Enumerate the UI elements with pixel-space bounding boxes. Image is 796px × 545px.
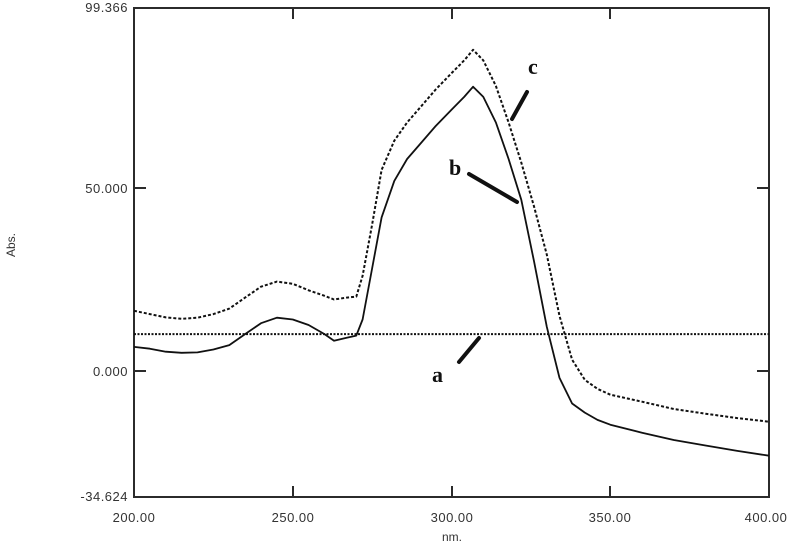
x-tick-250: 250.00 <box>272 510 315 525</box>
y-tick-top: 99.366 <box>85 0 128 15</box>
annotation-leaders <box>457 90 529 364</box>
x-axis-ticks <box>292 8 611 497</box>
y-axis-title: Abs. <box>4 233 18 257</box>
curve-c <box>133 48 770 423</box>
leader-line-a <box>457 336 481 364</box>
leader-line-c <box>510 90 529 121</box>
x-axis-title: nm. <box>442 530 462 544</box>
y-axis-ticks <box>134 187 769 372</box>
y-tick-bottom: -34.624 <box>80 489 128 504</box>
x-tick-350: 350.00 <box>589 510 632 525</box>
y-tick-labels: 99.366 50.000 0.000 -34.624 <box>80 0 128 504</box>
leader-line-b <box>467 172 519 204</box>
x-tick-300: 300.00 <box>431 510 474 525</box>
y-tick-0: 0.000 <box>93 364 128 379</box>
x-tick-400: 400.00 <box>745 510 788 525</box>
curve-label-a: a <box>432 362 443 387</box>
curve-label-b: b <box>449 155 461 180</box>
curve-b <box>133 85 770 457</box>
y-tick-50: 50.000 <box>85 181 128 196</box>
curve-label-c: c <box>528 54 538 79</box>
x-tick-200: 200.00 <box>113 510 156 525</box>
spectrum-curves <box>133 48 770 457</box>
plot-frame <box>133 7 770 498</box>
x-tick-labels: 200.00 250.00 300.00 350.00 400.00 <box>113 510 788 525</box>
